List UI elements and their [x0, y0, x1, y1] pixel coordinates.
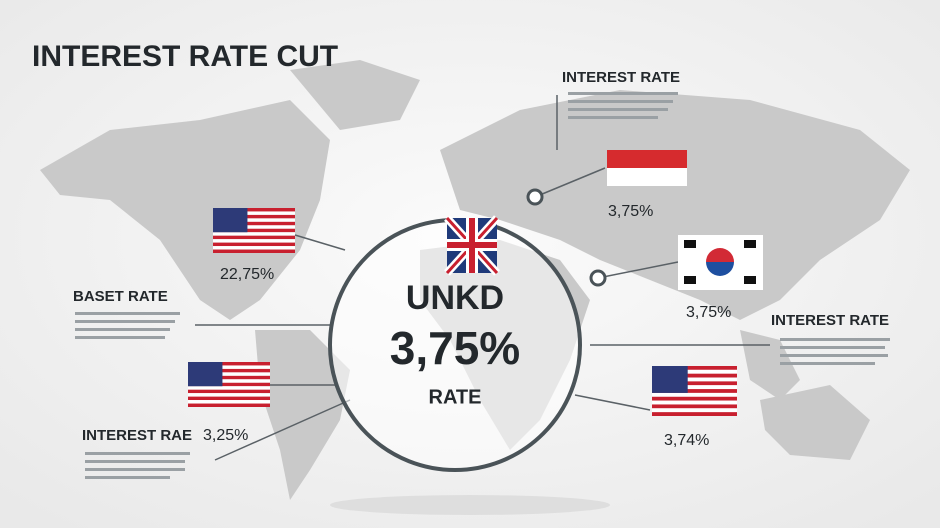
stripe: [188, 362, 270, 366]
callout-title: INTEREST RATE: [562, 69, 680, 86]
stripe: [213, 246, 295, 250]
stripe: [188, 403, 270, 407]
stripe: [213, 218, 295, 222]
callout-value: 3,74%: [664, 432, 709, 449]
callout-value: 3,75%: [686, 304, 731, 321]
stripe: [213, 239, 295, 243]
stripe: [652, 389, 737, 393]
stripe: [213, 221, 295, 226]
canton: [213, 208, 248, 233]
stripe: [652, 392, 737, 397]
title: INTEREST RATE CUT: [32, 40, 338, 73]
flag: [444, 215, 500, 276]
stripe: [652, 412, 737, 416]
callout-value: 3,25%: [203, 427, 248, 444]
stripe: [213, 214, 295, 219]
flag: [607, 150, 687, 186]
node: [526, 188, 544, 206]
stripe: [652, 366, 737, 370]
stripe: [652, 408, 737, 413]
stripe: [188, 382, 270, 387]
stripe: [213, 242, 295, 247]
stripe: [188, 365, 270, 369]
stripe: [213, 249, 295, 253]
stripe: [652, 381, 737, 386]
stripe: [213, 235, 295, 240]
stripe: [213, 228, 295, 233]
center-caption: RATE: [429, 386, 482, 408]
callout-value: 3,75%: [608, 203, 653, 220]
stripe: [188, 375, 270, 380]
trigram: [744, 240, 756, 248]
stripe: [213, 211, 295, 215]
stripe: [188, 379, 270, 383]
stripe: [188, 389, 270, 394]
callout-title: BASET RATE: [73, 288, 168, 305]
stripe: [652, 396, 737, 401]
stripe: [652, 369, 737, 374]
flag: [678, 235, 763, 290]
shadow: [330, 495, 610, 515]
connectors: [195, 95, 770, 461]
center-value: 3,75%: [390, 322, 520, 374]
stripe: [652, 404, 737, 409]
callout-title: INTEREST RATE: [771, 312, 889, 329]
stripe: [652, 385, 737, 390]
flag: [213, 208, 295, 253]
stripe: [652, 400, 737, 405]
node: [589, 269, 607, 287]
stripe: [652, 373, 737, 378]
band: [607, 168, 687, 186]
stripe: [652, 377, 737, 382]
cross: [447, 218, 497, 273]
callout-value: 22,75%: [220, 266, 274, 283]
callout-title: INTEREST RAE: [82, 427, 192, 444]
band: [607, 150, 687, 168]
canton: [652, 366, 688, 393]
canton: [188, 362, 223, 387]
stripe: [188, 386, 270, 390]
flags: [188, 150, 763, 416]
taeguk: [706, 262, 734, 276]
trigram: [684, 276, 696, 284]
taeguk: [706, 248, 734, 262]
trigram: [744, 276, 756, 284]
flag: [652, 366, 737, 416]
center-label: UNKD: [406, 279, 504, 317]
stripe: [213, 232, 295, 236]
stripe: [188, 372, 270, 376]
trigram: [684, 240, 696, 248]
stripe: [188, 393, 270, 397]
flag: [188, 362, 270, 407]
stripe: [213, 208, 295, 212]
stripe: [188, 396, 270, 401]
stripe: [188, 400, 270, 404]
filler-text: [75, 92, 890, 479]
stripe: [188, 368, 270, 373]
stripe: [213, 225, 295, 229]
